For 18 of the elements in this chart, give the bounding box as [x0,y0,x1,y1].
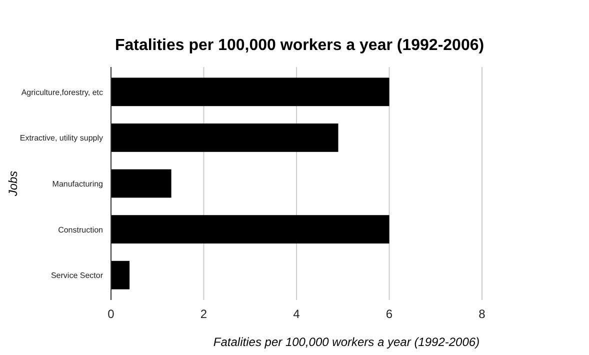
y-tick-label: Manufacturing [52,180,103,188]
x-tick-label: 0 [108,307,115,321]
y-tick-label: Agriculture,forestry, etc [21,88,103,97]
chart-title: Fatalities per 100,000 workers a year (1992-2006) [114,37,484,54]
bar [111,260,130,290]
y-tick-label: Extractive, utility supply [20,134,103,143]
bar [111,124,338,152]
bar [111,215,390,244]
bar [111,78,390,106]
x-tick-label: 8 [478,307,486,321]
x-axis-title: Fatalities per 100,000 workers a year (1992-2006) [213,335,480,349]
y-tick-label: Service Sector [50,271,104,280]
y-tick-label: Construction [58,225,103,234]
bar [111,169,172,198]
x-tick-label: 2 [200,307,208,321]
x-tick-label: 4 [293,307,300,321]
x-tick-label: 6 [386,307,393,321]
y-axis-title: Jobs [6,170,20,198]
